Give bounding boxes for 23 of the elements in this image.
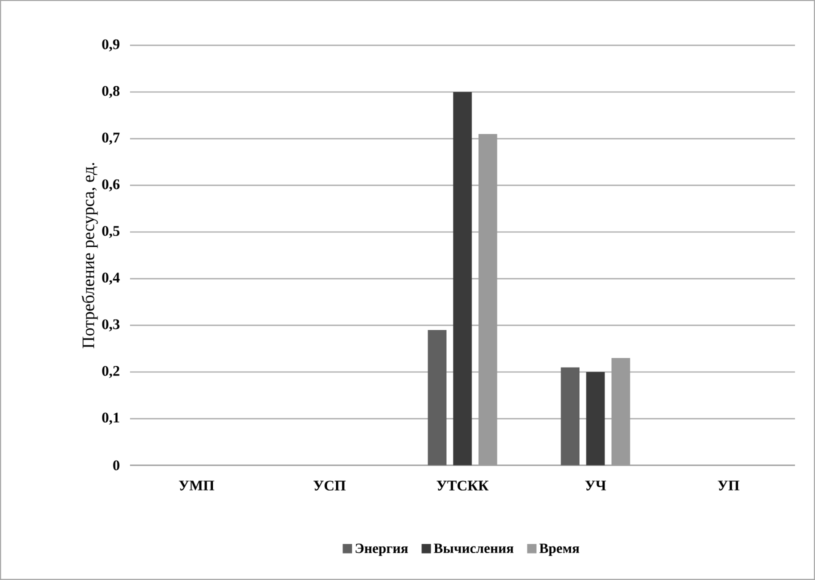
legend-label: Энергия (356, 544, 408, 556)
x-tick-label: УТСКК (436, 480, 489, 491)
bar (428, 330, 446, 466)
x-tick-label: УЧ (585, 480, 606, 490)
x-tick-label: УМП (178, 480, 214, 490)
bar (586, 372, 605, 466)
y-tick-label: 0,6 (102, 179, 120, 192)
y-tick-label: 0,8 (102, 86, 120, 98)
y-tick-label: 0,4 (102, 272, 120, 285)
y-tick-label: 0,2 (102, 366, 120, 378)
y-axis-title: Потребление ресурса, ед. (82, 163, 98, 348)
x-tick-label: УСП (314, 480, 346, 491)
legend-label: Вычисления (434, 544, 514, 554)
legend-label: Время (539, 544, 580, 556)
x-tick-label: УП (718, 480, 740, 490)
y-tick-label: 0,5 (102, 226, 120, 238)
bar (560, 367, 580, 466)
y-tick-label: 0,1 (102, 412, 120, 425)
bar (453, 92, 472, 466)
y-tick-label: 0 (113, 460, 120, 470)
y-tick-label: 0,3 (102, 319, 120, 332)
y-tick-label: 0,9 (102, 39, 120, 52)
y-tick-label: 0,7 (102, 132, 120, 145)
